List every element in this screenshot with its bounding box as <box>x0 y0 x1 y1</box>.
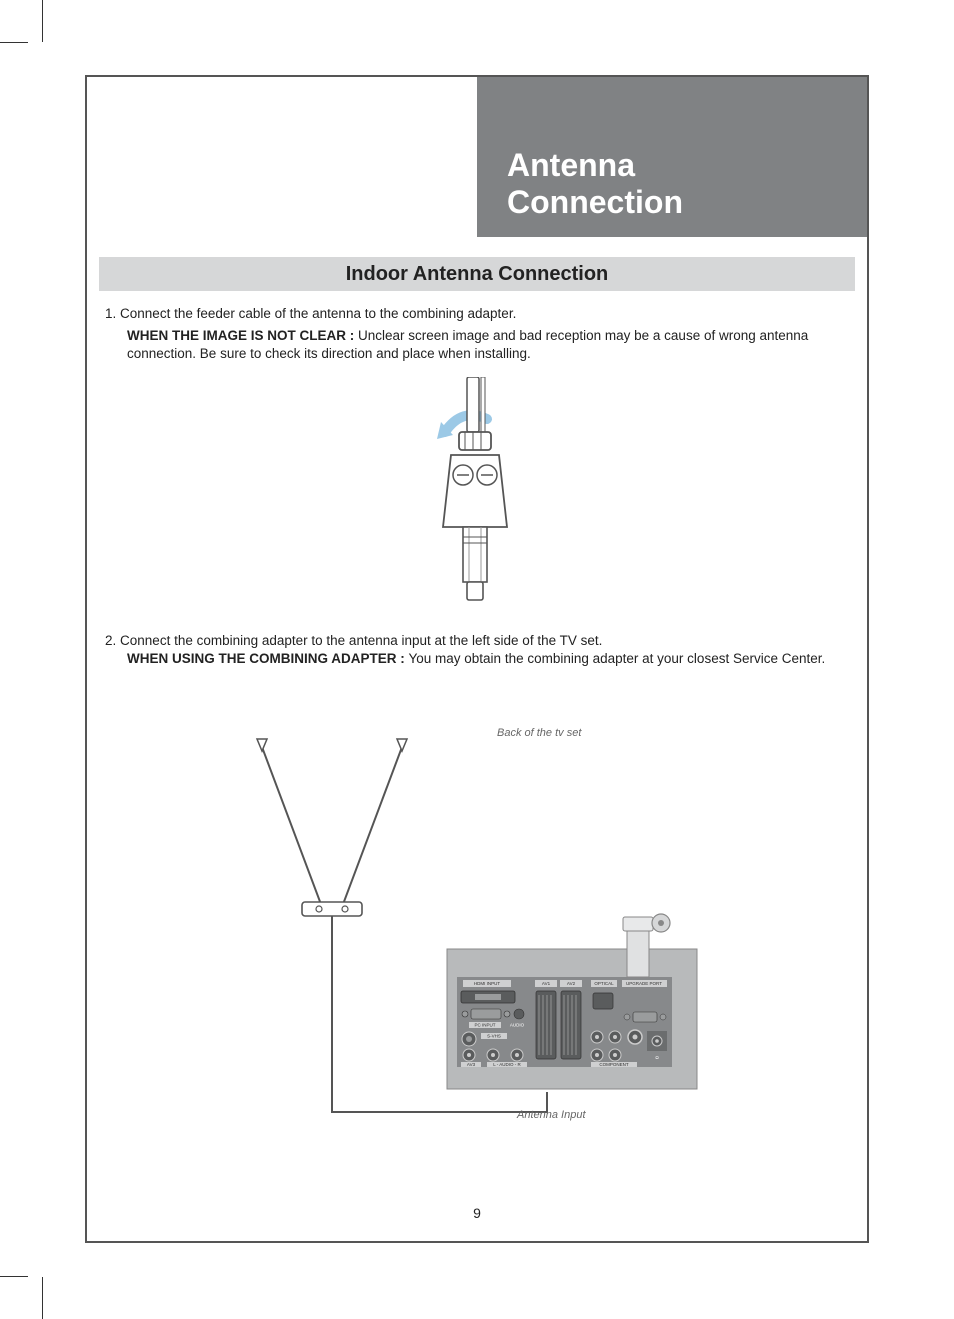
port-label-pc: PC INPUT <box>474 1023 495 1028</box>
port-label-av3: AV3 <box>467 1062 476 1067</box>
instruction-block-1: 1. Connect the feeder cable of the anten… <box>105 305 849 364</box>
note-2-text: You may obtain the combining adapter at … <box>409 651 826 666</box>
step-1: 1. Connect the feeder cable of the anten… <box>105 305 849 323</box>
port-label-optical: OPTICAL <box>594 981 614 986</box>
page-frame: Antenna Connection Indoor Antenna Connec… <box>85 75 869 1243</box>
port-label-component: COMPONENT <box>599 1062 629 1067</box>
title-line-2: Connection <box>507 184 683 220</box>
port-label-audio: AUDIO <box>510 1023 525 1028</box>
note-2-bold: WHEN USING THE COMBINING ADAPTER : <box>127 651 409 666</box>
port-label-av1: AV1 <box>542 981 551 986</box>
note-1: WHEN THE IMAGE IS NOT CLEAR : Unclear sc… <box>105 327 849 363</box>
port-label-upgrade: UPGRADE PORT <box>626 981 662 986</box>
note-1-bold: WHEN THE IMAGE IS NOT CLEAR : <box>127 328 358 343</box>
step-2: 2. Connect the combining adapter to the … <box>105 632 849 650</box>
illustration-tv-back: HDMI INPUT AV1 AV2 OPTICAL UPGRADE PORT … <box>247 717 707 1127</box>
instruction-block-2: 2. Connect the combining adapter to the … <box>105 632 849 668</box>
chapter-title: Antenna Connection <box>507 147 867 221</box>
back-of-tv-label: Back of the tv set <box>497 727 581 739</box>
step-1-text: Connect the feeder cable of the antenna … <box>120 306 516 321</box>
port-label-laudior: L - AUDIO - R <box>493 1062 521 1067</box>
chapter-title-block: Antenna Connection <box>477 77 867 237</box>
step-1-number: 1. <box>105 306 116 321</box>
port-label-svhs: S-VHS <box>487 1034 501 1039</box>
port-label-hdmi: HDMI INPUT <box>474 981 500 986</box>
crop-mark <box>0 1276 28 1277</box>
antenna-input-label: Antenna Input <box>517 1109 586 1121</box>
illustration-adapter <box>407 377 547 607</box>
note-2: WHEN USING THE COMBINING ADAPTER : You m… <box>105 650 849 668</box>
crop-mark <box>42 1277 43 1319</box>
page-number: 9 <box>87 1205 867 1221</box>
port-label-av2: AV2 <box>567 981 576 986</box>
crop-mark <box>0 42 28 43</box>
crop-mark <box>42 0 43 42</box>
step-2-text: Connect the combining adapter to the ant… <box>120 633 602 648</box>
title-line-1: Antenna <box>507 147 635 183</box>
section-subtitle: Indoor Antenna Connection <box>99 257 855 291</box>
step-2-number: 2. <box>105 633 116 648</box>
